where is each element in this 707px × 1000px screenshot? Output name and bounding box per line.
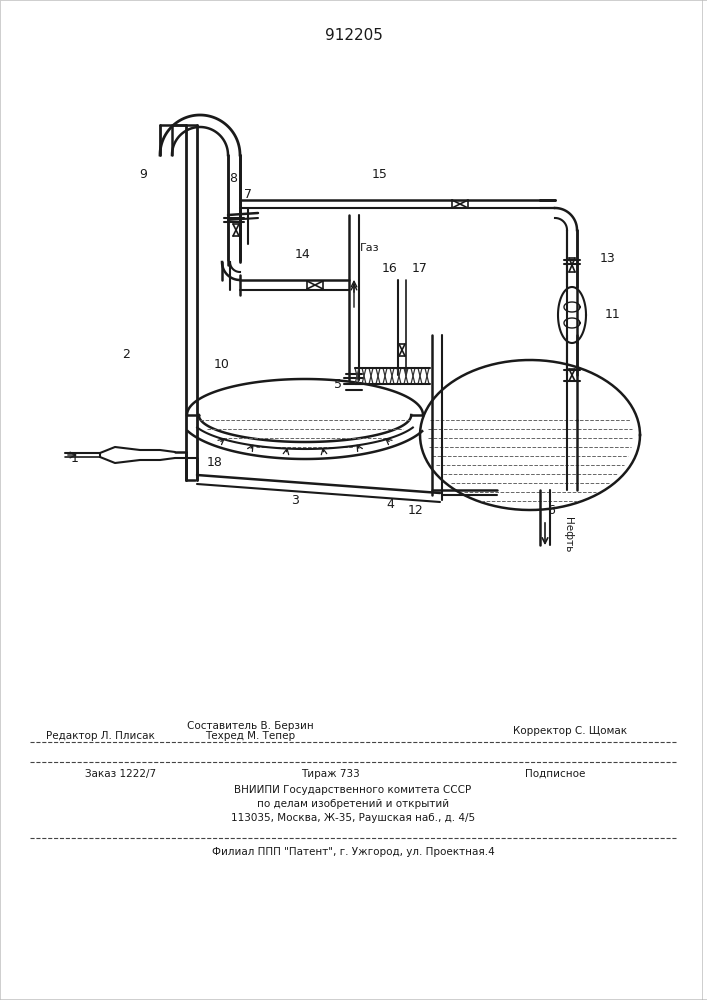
Text: 9: 9: [139, 168, 147, 182]
Text: ВНИИПИ Государственного комитета СССР: ВНИИПИ Государственного комитета СССР: [235, 785, 472, 795]
Text: по делам изобретений и открытий: по делам изобретений и открытий: [257, 799, 449, 809]
Text: Составитель В. Берзин: Составитель В. Берзин: [187, 721, 313, 731]
Text: 5: 5: [334, 378, 342, 391]
Text: Корректор С. Щомак: Корректор С. Щомак: [513, 726, 627, 736]
Text: Техред М. Тепер: Техред М. Тепер: [205, 731, 295, 741]
Text: 7: 7: [244, 188, 252, 202]
Text: Нефть: Нефть: [563, 517, 573, 553]
Text: 14: 14: [294, 248, 310, 261]
Text: 11: 11: [605, 308, 621, 322]
Text: 6: 6: [547, 504, 555, 516]
Text: 10: 10: [214, 359, 230, 371]
Text: 113035, Москва, Ж-35, Раушская наб., д. 4/5: 113035, Москва, Ж-35, Раушская наб., д. …: [231, 813, 475, 823]
Text: 8: 8: [229, 172, 237, 184]
Text: Газ: Газ: [360, 243, 380, 253]
Text: Филиал ППП "Патент", г. Ужгород, ул. Проектная.4: Филиал ППП "Патент", г. Ужгород, ул. Про…: [211, 847, 494, 857]
Text: 2: 2: [122, 349, 130, 361]
Text: Заказ 1222/7: Заказ 1222/7: [85, 769, 156, 779]
Text: 13: 13: [600, 251, 616, 264]
Text: 12: 12: [407, 504, 423, 516]
Text: 17: 17: [412, 261, 428, 274]
Text: 4: 4: [386, 498, 394, 512]
Text: Подписное: Подписное: [525, 769, 585, 779]
Text: Тираж 733: Тираж 733: [300, 769, 359, 779]
Text: 18: 18: [207, 456, 223, 468]
Text: 3: 3: [291, 493, 299, 506]
Text: Редактор Л. Плисак: Редактор Л. Плисак: [45, 731, 154, 741]
Text: 1: 1: [71, 452, 79, 464]
Text: 15: 15: [372, 168, 388, 182]
Text: 16: 16: [382, 261, 398, 274]
Text: 912205: 912205: [325, 27, 383, 42]
